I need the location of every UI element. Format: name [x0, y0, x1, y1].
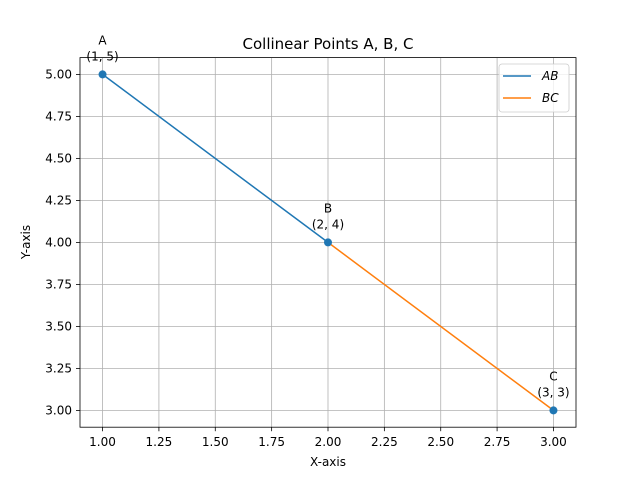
x-tick-label: 2.75 [484, 435, 511, 449]
point-name-c: C [549, 369, 557, 383]
series-line-ab [102, 73, 329, 244]
series-line-bc [327, 241, 554, 412]
point-marker-b [324, 238, 332, 247]
x-tick-label: 2.50 [427, 435, 454, 449]
points-layer: A (1, 5) B (2, 4) C (3, 3) [86, 33, 570, 415]
x-tick-label: 1.50 [202, 435, 229, 449]
y-tick-label: 3.25 [45, 361, 72, 375]
y-tick-label: 4.50 [45, 151, 72, 165]
series-layer [102, 73, 554, 412]
point-marker-a [98, 70, 107, 79]
y-tick-label: 4.75 [45, 109, 72, 123]
y-tick-label: 3.50 [45, 319, 72, 333]
x-tick-label: 2.00 [315, 435, 342, 449]
x-tick-label: 1.25 [146, 435, 173, 449]
y-tick-label: 3.00 [45, 403, 72, 417]
legend-label-ab: AB [541, 69, 558, 83]
legend-label-bc: BC [542, 91, 559, 105]
x-tick-label: 3.00 [540, 435, 567, 449]
y-tick-label: 3.75 [45, 277, 72, 291]
point-coord-c: (3, 3) [537, 385, 569, 399]
x-axis-label: X-axis [310, 455, 346, 469]
y-tick-label: 5.00 [45, 67, 72, 81]
point-name-a: A [98, 33, 107, 47]
y-axis-label: Y-axis [19, 225, 33, 260]
x-ticks: 1.00 1.25 1.50 1.75 2.00 2.25 2.50 2.75 3.00 [89, 427, 567, 449]
legend: AB BC [498, 63, 570, 113]
x-tick-label: 1.00 [89, 435, 116, 449]
x-tick-label: 1.75 [258, 435, 285, 449]
y-ticks: 3.00 3.25 3.50 3.75 4.00 4.25 4.50 4.75 5.00 [45, 67, 80, 417]
point-coord-a: (1, 5) [86, 49, 118, 63]
point-name-b: B [324, 201, 332, 215]
point-marker-c [549, 406, 558, 415]
y-tick-label: 4.25 [45, 193, 72, 207]
y-tick-label: 4.00 [45, 235, 72, 249]
point-coord-b: (2, 4) [312, 217, 344, 231]
chart-title: Collinear Points A, B, C [243, 35, 414, 53]
x-tick-label: 2.25 [371, 435, 398, 449]
